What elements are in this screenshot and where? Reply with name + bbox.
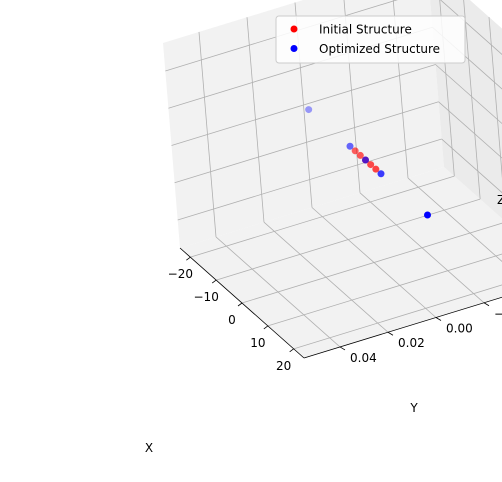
x-tick-label: −20 xyxy=(168,267,193,281)
x-tick xyxy=(263,325,269,330)
x-tick xyxy=(237,302,243,307)
x-tick-label: 0 xyxy=(228,313,236,327)
pane-bottom xyxy=(180,167,502,358)
y-tick-label: 0.00 xyxy=(446,322,473,336)
legend-label-optimized: Optimized Structure xyxy=(319,42,440,56)
initial-structure-point xyxy=(356,151,364,159)
grid-line-z-left xyxy=(177,138,442,221)
grid-line-z-back xyxy=(440,0,502,55)
y-tick xyxy=(483,302,490,307)
initial-structure-point xyxy=(367,161,375,169)
x-tick-label: 20 xyxy=(276,359,291,373)
y-tick-label: 0.04 xyxy=(350,351,377,365)
grid-line-y-bottom xyxy=(359,192,485,304)
grid-line-z-left xyxy=(174,101,439,184)
x-tick-label: 10 xyxy=(250,336,265,350)
tick-labels: −20−1001020−0.04−0.020.000.020.04−0.04−0… xyxy=(168,267,502,373)
optimized-structure-point xyxy=(362,156,369,164)
y-tick xyxy=(435,317,442,321)
grid-line-z-left xyxy=(171,64,436,146)
y-tick xyxy=(387,331,394,336)
grid-lines xyxy=(165,0,502,350)
grid-line-z-back xyxy=(438,101,502,159)
x-tick xyxy=(211,279,217,284)
grid-line-y-bottom xyxy=(407,177,502,262)
initial-structure-point xyxy=(351,147,359,155)
legend-marker-optimized xyxy=(290,45,298,52)
legend-box xyxy=(275,15,466,64)
initial-structure-point xyxy=(372,165,380,173)
x-tick xyxy=(289,348,294,353)
tick-marks xyxy=(186,256,490,353)
grid-line-y-bottom xyxy=(215,236,341,348)
optimized-structure-point xyxy=(346,142,354,150)
z-axis-label: Z xyxy=(497,193,502,207)
legend: Initial Structure Optimized Structure xyxy=(275,15,466,64)
grid-line-z-back xyxy=(435,64,502,125)
y-tick xyxy=(339,346,346,351)
y-tick-label: 0.02 xyxy=(398,336,425,350)
x-tick xyxy=(186,256,191,261)
x-tick-label: −10 xyxy=(194,290,219,304)
legend-marker-initial xyxy=(290,25,298,33)
legend-label-initial: Initial Structure xyxy=(319,23,412,37)
optimized-structure-point xyxy=(377,170,385,178)
data-points xyxy=(305,106,431,219)
y-tick-label: −0.02 xyxy=(494,307,502,321)
x-axis-label: X xyxy=(145,441,153,455)
grid-line-z-back xyxy=(441,138,502,194)
grid-line-y-bottom xyxy=(311,207,437,318)
optimized-structure-point xyxy=(305,106,313,114)
grid-line-y-bottom xyxy=(263,221,389,333)
y-axis-label: Y xyxy=(409,401,418,415)
optimized-structure-point xyxy=(424,211,431,219)
